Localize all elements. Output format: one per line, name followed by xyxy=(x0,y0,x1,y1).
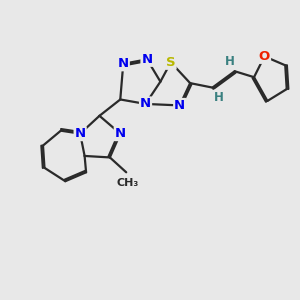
Text: N: N xyxy=(115,127,126,140)
Text: N: N xyxy=(140,98,151,110)
Text: N: N xyxy=(174,99,185,112)
Text: N: N xyxy=(75,127,86,140)
Text: CH₃: CH₃ xyxy=(117,178,139,188)
Text: O: O xyxy=(259,50,270,63)
Text: H: H xyxy=(224,55,234,68)
Text: S: S xyxy=(166,56,175,69)
Text: N: N xyxy=(142,53,153,66)
Text: H: H xyxy=(214,91,224,103)
Text: N: N xyxy=(118,57,129,70)
